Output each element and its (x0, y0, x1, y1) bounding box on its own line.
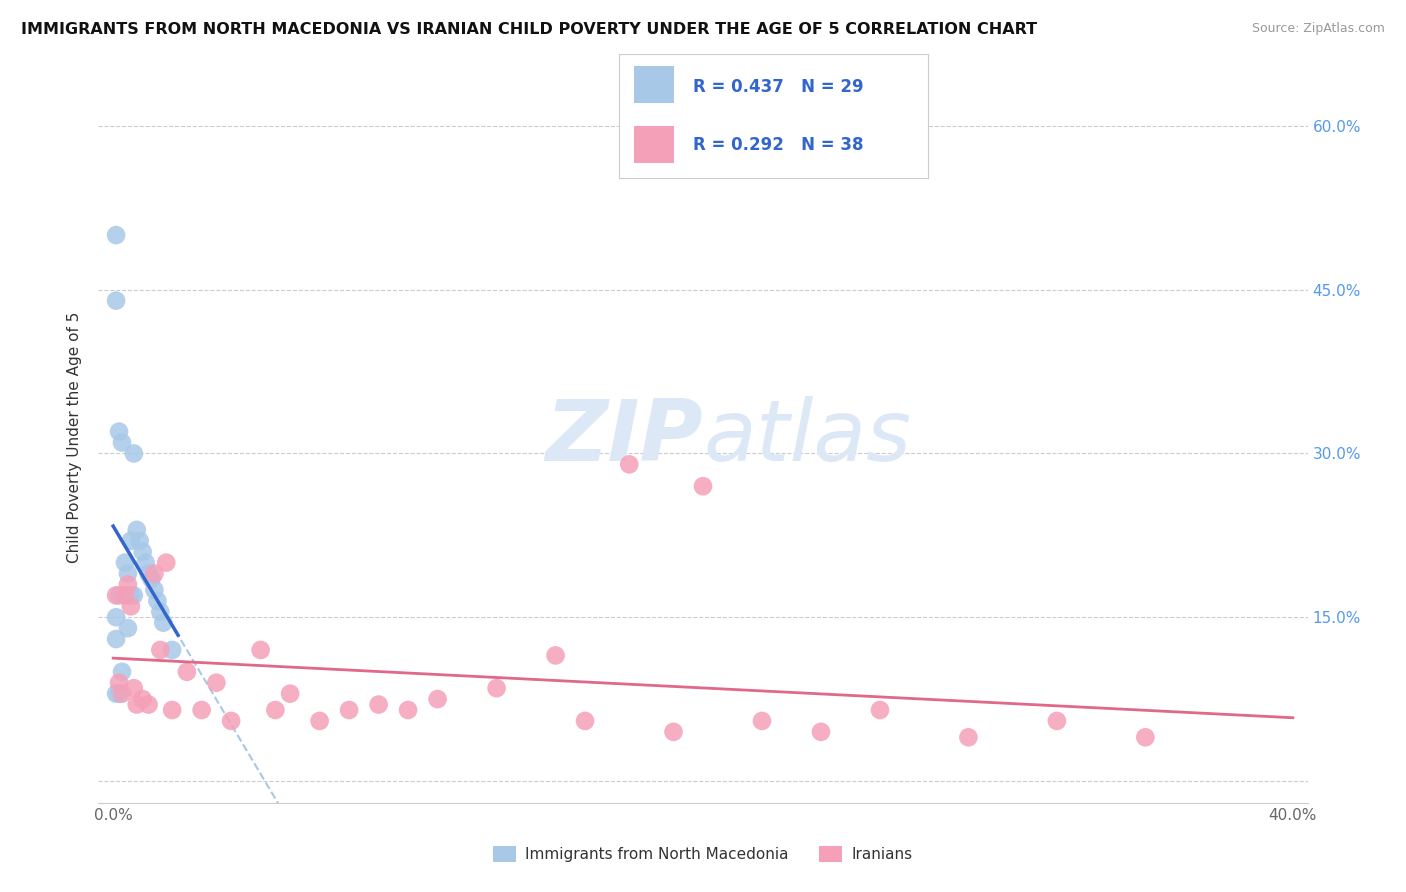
Point (176, 665, 198, 679)
Point (155, 556, 177, 570)
Point (108, 687, 131, 701)
Point (111, 687, 134, 701)
Point (105, 610, 128, 624)
Point (367, 698, 389, 712)
Point (131, 545, 153, 559)
Text: Source: ZipAtlas.com: Source: ZipAtlas.com (1251, 22, 1385, 36)
Point (1135, 731, 1157, 745)
Y-axis label: Child Poverty Under the Age of 5: Child Poverty Under the Age of 5 (67, 311, 83, 563)
Point (105, 632, 128, 646)
Text: atlas: atlas (703, 395, 911, 479)
Point (396, 703, 419, 717)
Text: ZIP: ZIP (546, 395, 703, 479)
Point (146, 594, 169, 608)
Point (120, 599, 142, 614)
Point (114, 588, 136, 602)
Point (143, 566, 166, 581)
Point (108, 588, 131, 602)
Point (138, 566, 160, 581)
Point (117, 577, 139, 591)
Point (108, 425, 131, 439)
Point (141, 572, 163, 586)
Point (619, 458, 641, 472)
Point (485, 681, 508, 695)
Point (128, 533, 150, 548)
Point (117, 621, 139, 635)
Point (149, 605, 172, 619)
Point (264, 703, 287, 717)
Point (105, 293, 128, 308)
Point (544, 648, 567, 663)
Point (426, 692, 449, 706)
Point (308, 714, 330, 728)
Text: R = 0.437   N = 29: R = 0.437 N = 29 (693, 78, 863, 96)
Point (105, 228, 128, 243)
Point (117, 566, 139, 581)
Point (249, 643, 271, 657)
Point (219, 714, 242, 728)
Point (120, 588, 142, 602)
Point (135, 556, 157, 570)
Point (122, 446, 145, 460)
Point (574, 714, 596, 728)
FancyBboxPatch shape (634, 66, 675, 103)
Point (111, 665, 134, 679)
Point (114, 588, 136, 602)
Point (125, 698, 148, 712)
Point (160, 703, 183, 717)
Point (125, 523, 148, 537)
Point (662, 724, 685, 739)
Point (957, 731, 980, 745)
Point (111, 435, 134, 450)
Legend: Immigrants from North Macedonia, Iranians: Immigrants from North Macedonia, Iranian… (488, 840, 918, 868)
Point (114, 556, 136, 570)
Point (692, 479, 714, 493)
Point (751, 714, 773, 728)
Point (869, 703, 891, 717)
FancyBboxPatch shape (634, 126, 675, 163)
Point (105, 588, 128, 602)
Point (120, 533, 142, 548)
Point (160, 643, 183, 657)
Point (152, 615, 174, 630)
Point (131, 692, 153, 706)
Point (138, 698, 160, 712)
Point (205, 675, 228, 690)
Point (108, 675, 131, 690)
Point (143, 582, 166, 597)
Point (122, 588, 145, 602)
Text: R = 0.292   N = 38: R = 0.292 N = 38 (693, 136, 863, 153)
Point (105, 687, 128, 701)
Point (810, 724, 832, 739)
Point (190, 703, 212, 717)
Text: IMMIGRANTS FROM NORTH MACEDONIA VS IRANIAN CHILD POVERTY UNDER THE AGE OF 5 CORR: IMMIGRANTS FROM NORTH MACEDONIA VS IRANI… (21, 22, 1038, 37)
Point (278, 687, 301, 701)
Point (149, 643, 172, 657)
Point (337, 703, 360, 717)
Point (122, 681, 145, 695)
Point (1046, 714, 1069, 728)
